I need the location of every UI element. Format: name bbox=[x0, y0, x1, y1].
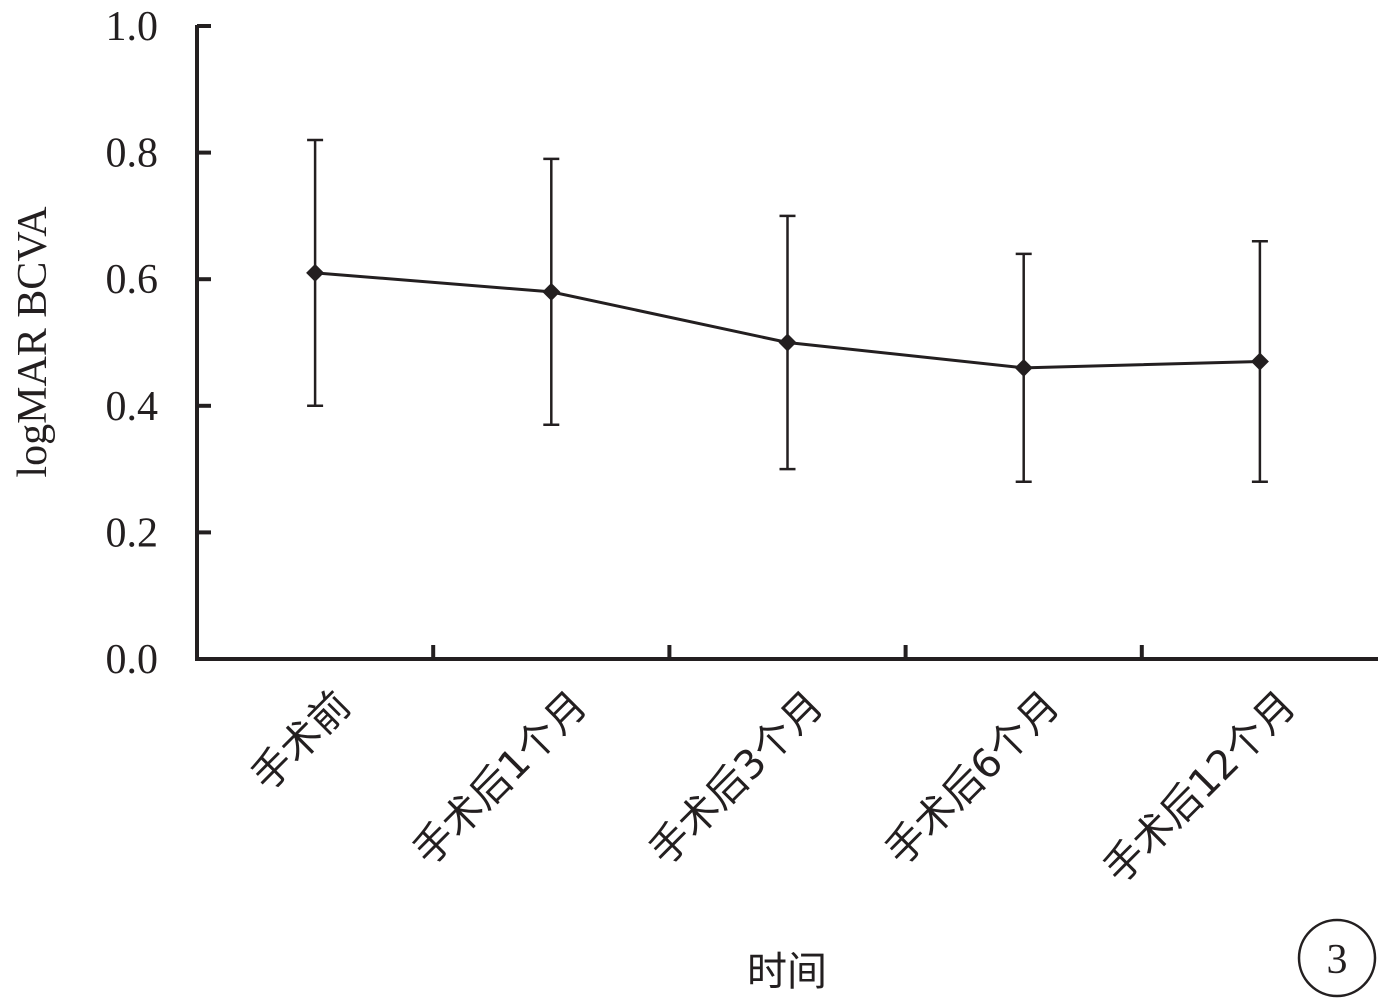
axes bbox=[195, 25, 1378, 661]
x-tick-label: 手术后12个月 bbox=[1095, 683, 1305, 893]
x-tick-label: 手术前 bbox=[243, 683, 360, 800]
y-tick-label: 0.8 bbox=[106, 131, 159, 177]
data-markers bbox=[306, 263, 1269, 377]
error-bars bbox=[307, 138, 1268, 484]
panel-label: 3 bbox=[1297, 918, 1377, 998]
y-tick-label: 0.6 bbox=[106, 257, 159, 303]
y-axis-ticks: 0.0 0.2 0.4 0.6 0.8 1.0 bbox=[106, 4, 211, 683]
y-axis-title: logMAR BCVA bbox=[10, 206, 56, 478]
x-axis-title: 时间 bbox=[747, 949, 827, 995]
panel-label-circle bbox=[1297, 918, 1377, 998]
data-point bbox=[306, 263, 325, 282]
x-tick-label: 手术后1个月 bbox=[404, 683, 596, 875]
panel-label-text: 3 bbox=[1327, 937, 1348, 983]
y-tick-label: 0.4 bbox=[106, 384, 159, 430]
data-point bbox=[1014, 358, 1033, 377]
x-axis-ticks: 手术前 手术后1个月 手术后3个月 手术后6个月 手术后12个月 bbox=[243, 645, 1305, 892]
y-tick-label: 0.0 bbox=[106, 637, 159, 683]
x-tick-label: 手术后6个月 bbox=[877, 683, 1069, 875]
data-point bbox=[778, 333, 797, 352]
data-point bbox=[542, 282, 561, 301]
data-point bbox=[1250, 352, 1269, 371]
y-tick-label: 0.2 bbox=[106, 510, 159, 556]
y-tick-label: 1.0 bbox=[106, 4, 159, 50]
x-tick-label: 手术后3个月 bbox=[641, 683, 833, 875]
